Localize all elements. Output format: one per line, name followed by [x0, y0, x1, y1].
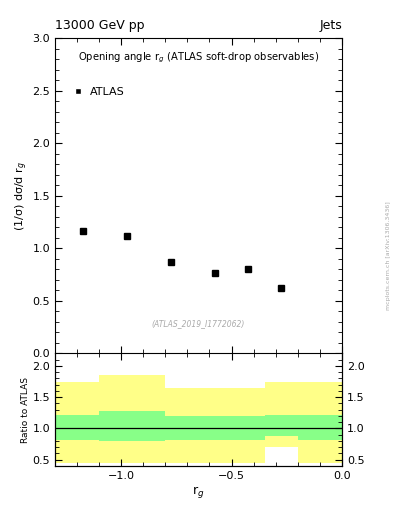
Bar [298, 381, 342, 463]
Text: Jets: Jets [319, 19, 342, 32]
Text: 13000 GeV pp: 13000 GeV pp [55, 19, 145, 32]
Bar [99, 375, 165, 463]
Bar [298, 415, 342, 440]
Legend: ATLAS: ATLAS [72, 83, 128, 100]
X-axis label: r$_g$: r$_g$ [192, 483, 205, 500]
Bar [55, 381, 99, 463]
Text: (ATLAS_2019_I1772062): (ATLAS_2019_I1772062) [152, 319, 245, 328]
Bar [231, 416, 264, 440]
Text: Opening angle r$_g$ (ATLAS soft-drop observables): Opening angle r$_g$ (ATLAS soft-drop obs… [78, 51, 319, 66]
Bar [99, 411, 165, 441]
Bar [264, 381, 298, 447]
Y-axis label: (1/σ) dσ/d r$_g$: (1/σ) dσ/d r$_g$ [13, 161, 29, 231]
Bar [165, 388, 231, 463]
Bar [264, 415, 298, 436]
Bar [165, 416, 231, 440]
Bar [231, 388, 264, 463]
Text: mcplots.cern.ch [arXiv:1306.3436]: mcplots.cern.ch [arXiv:1306.3436] [386, 202, 391, 310]
Y-axis label: Ratio to ATLAS: Ratio to ATLAS [20, 377, 29, 443]
Bar [55, 415, 99, 440]
